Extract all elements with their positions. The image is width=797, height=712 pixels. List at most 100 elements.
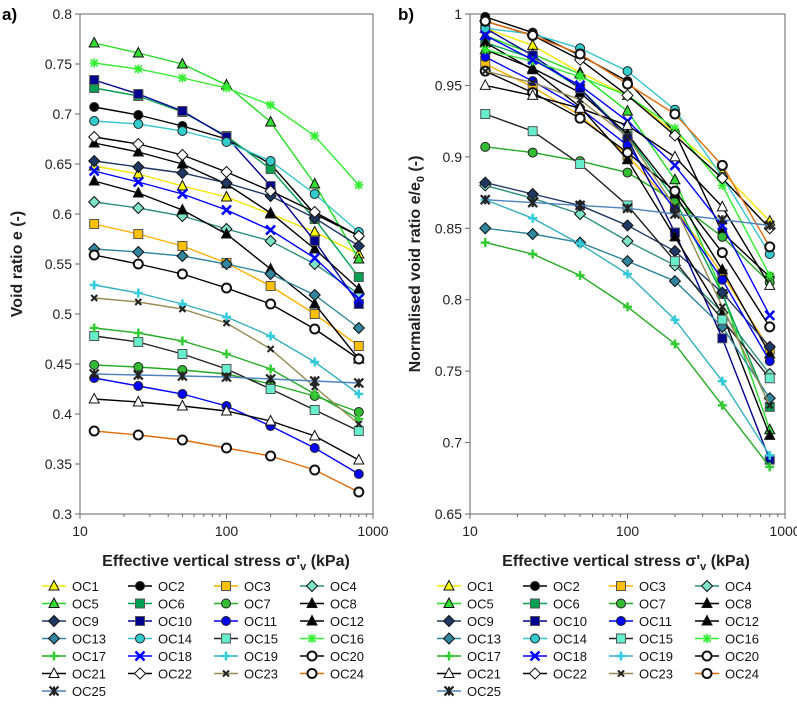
data-point bbox=[479, 222, 492, 235]
data-point bbox=[669, 208, 681, 220]
legend-item-oc13: OC13 bbox=[42, 632, 106, 647]
data-point bbox=[266, 331, 276, 341]
data-point bbox=[177, 188, 188, 200]
legend-item-oc18: OC18 bbox=[523, 649, 587, 664]
legend-item-oc21: OC21 bbox=[42, 667, 106, 682]
legend-label: OC10 bbox=[553, 614, 587, 629]
legend-label: OC2 bbox=[158, 579, 185, 594]
data-point bbox=[669, 173, 681, 185]
data-point bbox=[264, 184, 277, 198]
legend-label: OC19 bbox=[639, 649, 673, 664]
data-point bbox=[89, 280, 99, 290]
data-point bbox=[177, 106, 188, 116]
data-point bbox=[89, 102, 100, 112]
legend-item-oc15: OC15 bbox=[609, 632, 673, 647]
data-point bbox=[623, 269, 632, 279]
data-point bbox=[576, 96, 584, 104]
data-point bbox=[132, 137, 145, 151]
data-point bbox=[177, 299, 187, 309]
data-point bbox=[716, 159, 728, 171]
legend-item-oc25: OC25 bbox=[437, 684, 501, 699]
data-point bbox=[221, 442, 232, 454]
legend-marker bbox=[617, 669, 625, 678]
legend-label: OC12 bbox=[330, 614, 364, 629]
legend-marker bbox=[307, 634, 317, 643]
legend-marker bbox=[701, 650, 713, 662]
legend-item-oc3: OC3 bbox=[214, 579, 271, 594]
legend-marker bbox=[530, 616, 540, 626]
data-point bbox=[669, 160, 681, 171]
data-point bbox=[716, 263, 729, 275]
data-point bbox=[574, 48, 586, 60]
data-point bbox=[353, 341, 364, 351]
data-point bbox=[222, 319, 231, 327]
series-oc24 bbox=[88, 425, 365, 498]
data-point bbox=[352, 239, 366, 253]
series-oc13 bbox=[87, 242, 366, 335]
y-tick-label: 0.8 bbox=[443, 292, 463, 308]
x-tick-label: 10 bbox=[462, 523, 478, 539]
legend-marker bbox=[221, 581, 231, 591]
data-point bbox=[353, 377, 365, 389]
data-point bbox=[264, 206, 277, 218]
legend-item-oc4: OC4 bbox=[300, 579, 357, 594]
data-point bbox=[310, 357, 320, 367]
legend-item-oc20: OC20 bbox=[300, 649, 364, 664]
data-point bbox=[621, 219, 634, 232]
series-oc21 bbox=[479, 78, 776, 290]
legend-item-oc13: OC13 bbox=[437, 632, 501, 647]
legend-marker bbox=[305, 579, 319, 593]
data-point bbox=[265, 224, 276, 236]
data-point bbox=[266, 345, 275, 353]
legend-item-oc2: OC2 bbox=[128, 579, 185, 594]
data-point bbox=[670, 315, 680, 325]
data-point bbox=[574, 101, 586, 113]
legend-label: OC14 bbox=[158, 632, 192, 647]
data-point bbox=[573, 207, 587, 221]
y-tick-label: 0.9 bbox=[443, 149, 463, 165]
y-tick-label: 0.55 bbox=[45, 256, 72, 272]
data-point bbox=[177, 126, 188, 136]
y-tick-label: 0.85 bbox=[435, 220, 462, 236]
data-point bbox=[308, 177, 321, 189]
legend-label: OC4 bbox=[330, 579, 357, 594]
data-point bbox=[176, 268, 188, 280]
series-oc15 bbox=[89, 331, 364, 436]
legend-label: OC7 bbox=[244, 597, 271, 612]
y-tick-label: 0.65 bbox=[435, 506, 462, 522]
panel-a-label: a) bbox=[2, 5, 17, 24]
data-point bbox=[621, 153, 634, 165]
x-tick-label: 100 bbox=[215, 523, 239, 539]
data-point bbox=[221, 204, 232, 216]
data-point bbox=[264, 234, 277, 248]
data-point bbox=[717, 180, 727, 190]
data-point bbox=[88, 174, 101, 186]
legend-item-oc22: OC22 bbox=[523, 667, 587, 682]
y-tick-label: 0.75 bbox=[435, 363, 462, 379]
data-point bbox=[265, 298, 277, 310]
y-tick-label: 0.6 bbox=[53, 206, 73, 222]
data-point bbox=[221, 364, 232, 374]
data-point bbox=[222, 83, 231, 93]
series-oc16 bbox=[89, 58, 364, 190]
data-point bbox=[528, 249, 538, 259]
data-point bbox=[527, 147, 538, 158]
data-point bbox=[266, 364, 276, 374]
data-point bbox=[353, 469, 364, 479]
panel-b-x-title: Effective vertical stress σ'v (kPa) bbox=[502, 553, 750, 573]
legend-label: OC20 bbox=[330, 649, 364, 664]
data-point bbox=[308, 242, 321, 254]
legend-item-oc24: OC24 bbox=[300, 667, 364, 682]
legend-marker bbox=[135, 616, 145, 626]
data-point bbox=[353, 293, 365, 305]
data-point bbox=[178, 305, 187, 313]
data-point bbox=[764, 356, 775, 367]
data-point bbox=[87, 154, 101, 168]
data-point bbox=[309, 189, 320, 199]
legend-marker bbox=[221, 651, 231, 661]
legend-label: OC21 bbox=[467, 667, 501, 682]
data-point bbox=[669, 108, 681, 120]
data-point bbox=[309, 443, 320, 453]
data-point bbox=[528, 213, 538, 223]
